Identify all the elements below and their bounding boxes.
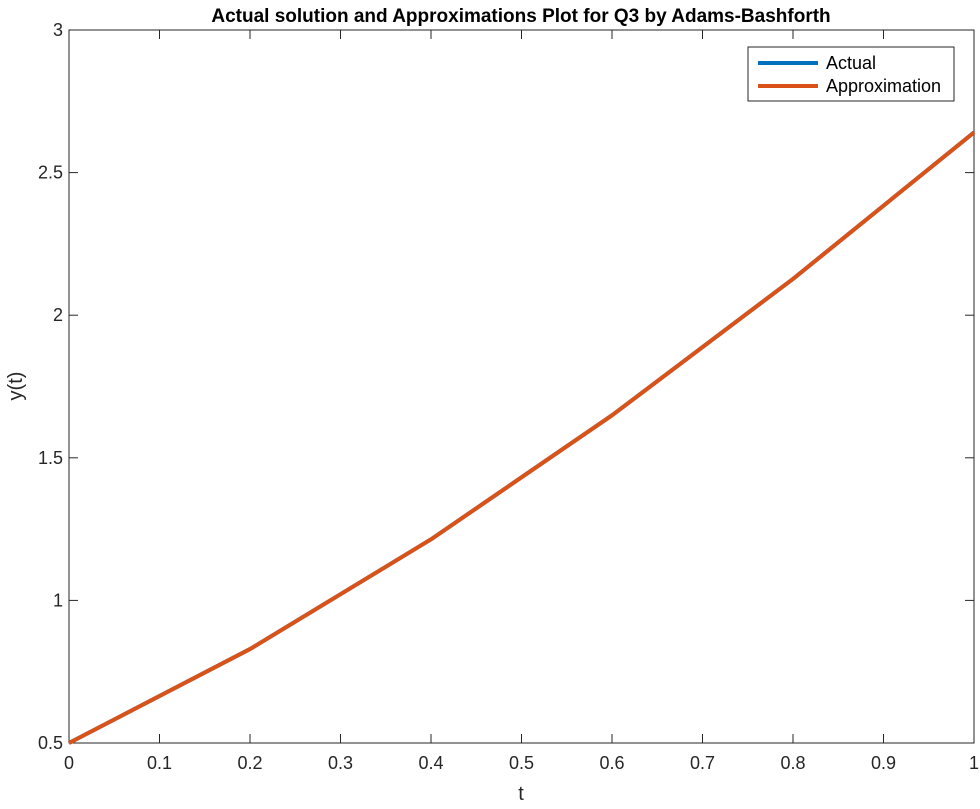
y-tick-label: 1 [53,590,63,610]
x-axis-label: t [518,783,524,804]
x-tick-label: 0.1 [147,753,172,773]
legend-box [747,46,955,102]
legend-label: Actual [826,53,876,73]
y-tick-label: 0.5 [38,733,63,753]
x-tick-label: 0.5 [509,753,534,773]
x-tick-label: 0.7 [690,753,715,773]
x-tick-label: 0 [64,753,74,773]
x-tick-label: 0.4 [418,753,443,773]
plot-area: 0 0.1 0.2 0.3 0.4 0.5 0.6 0.7 0.8 0.9 1 0.5 1 1.5 2 2.5… [38,20,979,773]
series-line-approximation [68,130,976,745]
x-tick-label: 0.8 [780,753,805,773]
chart-title: Actual solution and Approximations Plot … [211,6,830,27]
x-tick-label: 0.9 [871,753,896,773]
y-tick-label: 3 [53,20,63,40]
axes-box [68,29,975,744]
legend-label: Approximation [826,76,941,96]
x-tick-label: 0.2 [237,753,262,773]
x-tick-label: 0.6 [599,753,624,773]
x-tick-label: 0.3 [328,753,353,773]
y-tick-label: 2 [53,305,63,325]
y-tick-label: 1.5 [38,448,63,468]
x-tick-label: 1 [969,753,979,773]
y-axis-label: y(t) [5,372,27,401]
legend: Actual Approximation [747,46,955,102]
y-tick-label: 2.5 [38,163,63,183]
